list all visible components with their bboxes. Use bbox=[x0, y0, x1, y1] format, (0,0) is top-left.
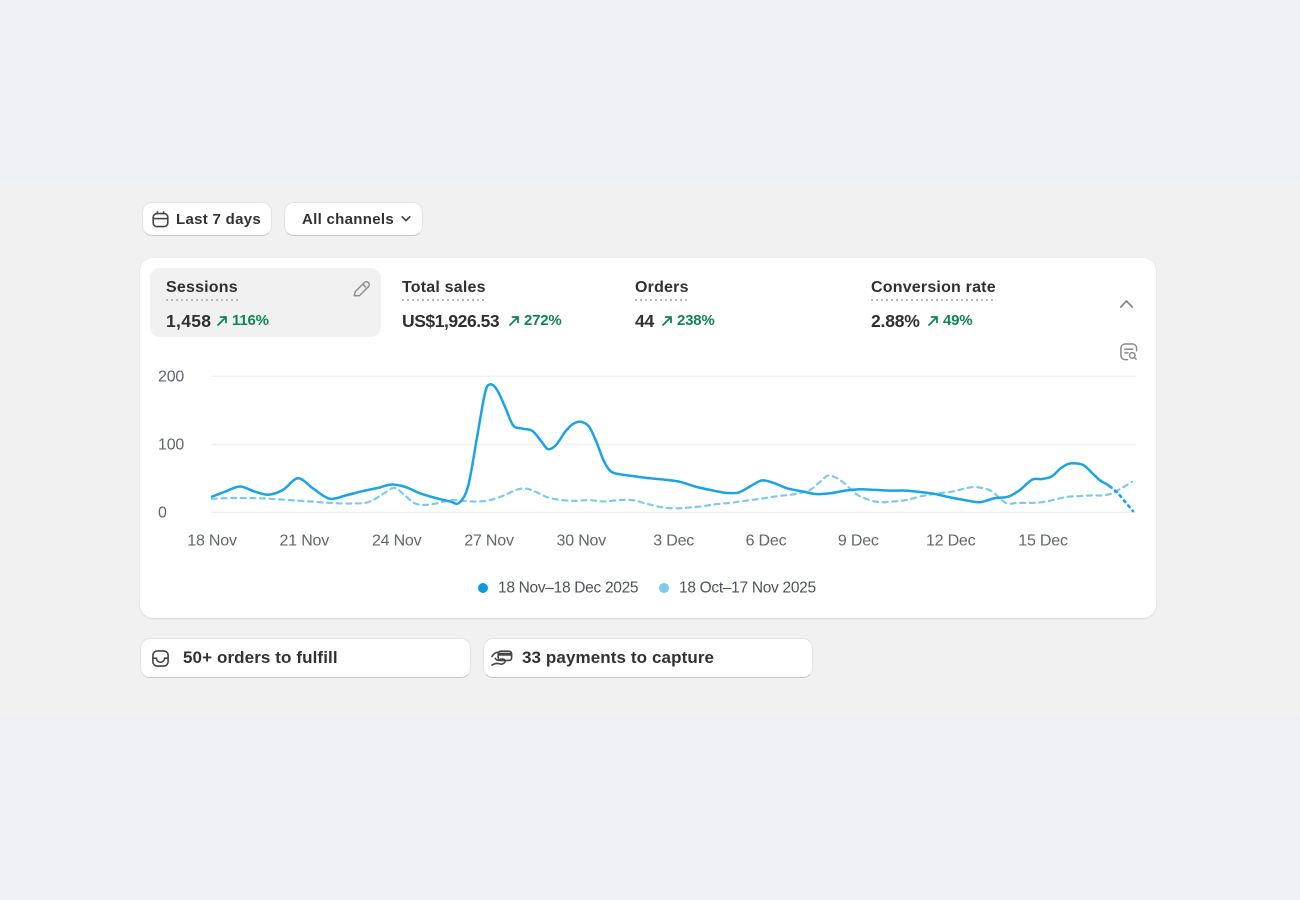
svg-text:24 Nov: 24 Nov bbox=[372, 533, 422, 550]
svg-text:18 Oct–17 Nov 2025: 18 Oct–17 Nov 2025 bbox=[679, 580, 816, 597]
svg-text:21 Nov: 21 Nov bbox=[280, 533, 330, 550]
svg-text:6 Dec: 6 Dec bbox=[746, 533, 787, 550]
svg-text:30 Nov: 30 Nov bbox=[557, 533, 607, 550]
svg-text:3 Dec: 3 Dec bbox=[653, 533, 694, 550]
svg-text:15 Dec: 15 Dec bbox=[1018, 533, 1068, 550]
svg-text:9 Dec: 9 Dec bbox=[838, 533, 879, 550]
svg-text:27 Nov: 27 Nov bbox=[464, 533, 514, 550]
svg-text:12 Dec: 12 Dec bbox=[926, 533, 976, 550]
svg-text:200: 200 bbox=[158, 369, 184, 386]
svg-text:100: 100 bbox=[158, 437, 184, 454]
svg-text:0: 0 bbox=[158, 505, 167, 522]
svg-text:18 Nov–18 Dec 2025: 18 Nov–18 Dec 2025 bbox=[498, 580, 638, 597]
svg-text:18 Nov: 18 Nov bbox=[187, 533, 237, 550]
